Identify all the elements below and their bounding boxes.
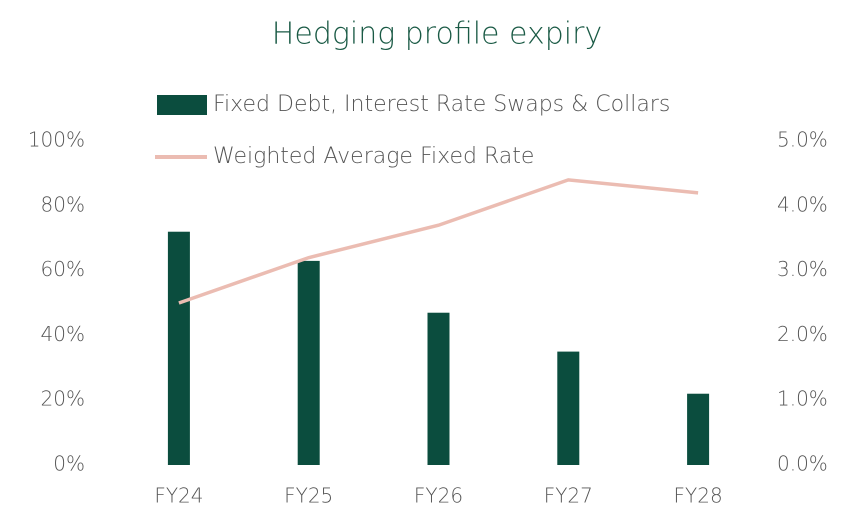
x-tick-label: FY25 (284, 484, 333, 508)
y2-tick-label: 0.0% (777, 452, 828, 476)
bar (167, 231, 190, 465)
chart-title: Hedging profile expiry (272, 17, 602, 52)
y-tick-label: 100% (28, 128, 85, 152)
y2-tick-label: 2.0% (777, 322, 828, 346)
y-tick-label: 60% (41, 257, 85, 281)
line (178, 178, 699, 305)
bar (297, 260, 320, 465)
y-tick-label: 40% (41, 322, 85, 346)
y2-tick-label: 3.0% (777, 257, 828, 281)
y2-tick-label: 1.0% (777, 387, 828, 411)
legend-swatch (157, 95, 207, 115)
y2-tick-label: 4.0% (777, 192, 828, 216)
y-tick-label: 20% (41, 387, 85, 411)
y2-tick-label: 5.0% (777, 128, 828, 152)
bar (557, 351, 580, 465)
x-tick-label: FY27 (544, 484, 593, 508)
legend-label: Weighted Average Fixed Rate (213, 144, 534, 169)
x-tick-label: FY26 (414, 484, 463, 508)
bar (687, 393, 710, 465)
y-tick-label: 0% (53, 452, 85, 476)
x-tick-label: FY24 (154, 484, 203, 508)
y-tick-label: 80% (41, 192, 85, 216)
legend-label: Fixed Debt, Interest Rate Swaps & Collar… (213, 92, 670, 117)
x-tick-label: FY28 (674, 484, 723, 508)
bar (427, 312, 450, 465)
